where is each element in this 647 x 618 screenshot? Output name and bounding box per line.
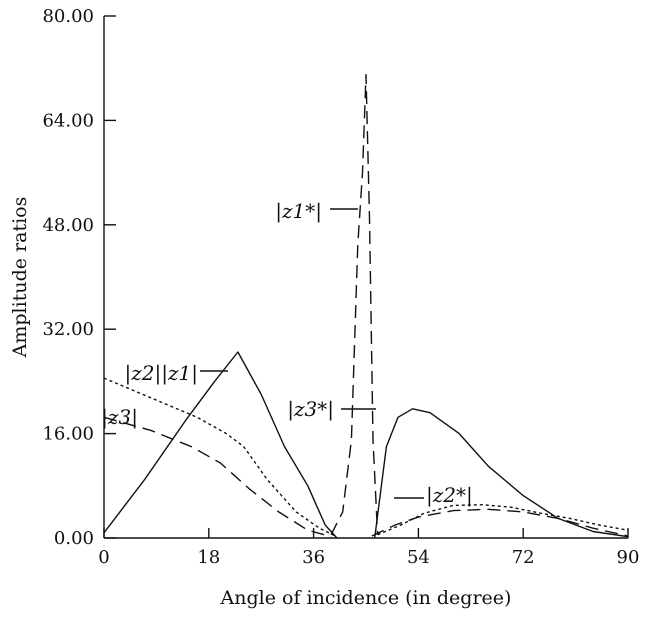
x-tick-label: 0 (98, 547, 109, 568)
y-tick-label: 0.00 (54, 528, 94, 549)
x-tick-label: 90 (617, 547, 640, 568)
y-tick-label: 80.00 (42, 6, 94, 27)
series-line (330, 74, 379, 536)
x-tick-label: 18 (197, 547, 220, 568)
series-annotation: |z2||z1| (125, 361, 198, 386)
x-tick-label: 72 (512, 547, 535, 568)
series-line (103, 351, 338, 539)
y-tick-label: 32.00 (42, 319, 94, 340)
axes: 0 18 36 54 72 90 0.00 16.00 32.00 48.00 64.00 80.00 (42, 6, 639, 568)
annotation-layer: |z2||z1| |z3| |z1*| |z3*| |z2*| (101, 199, 473, 508)
y-tick-label: 48.00 (42, 215, 94, 236)
series-line (371, 508, 629, 537)
series-line (103, 416, 332, 538)
series-line (374, 408, 629, 539)
series-annotation: |z3*| (287, 397, 334, 422)
series-annotation: |z1*| (275, 199, 322, 224)
x-tick-label: 36 (302, 547, 325, 568)
x-tick-label: 54 (407, 547, 430, 568)
x-axis-title: Angle of incidence (in degree) (220, 587, 512, 609)
y-axis-title: Amplitude ratios (9, 197, 31, 359)
series-layer (103, 74, 629, 539)
series-annotation: |z2*| (426, 483, 473, 508)
series-annotation: |z3| (101, 405, 138, 430)
y-tick-label: 16.00 (42, 424, 94, 445)
series-line (103, 377, 338, 538)
y-tick-label: 64.00 (42, 110, 94, 131)
